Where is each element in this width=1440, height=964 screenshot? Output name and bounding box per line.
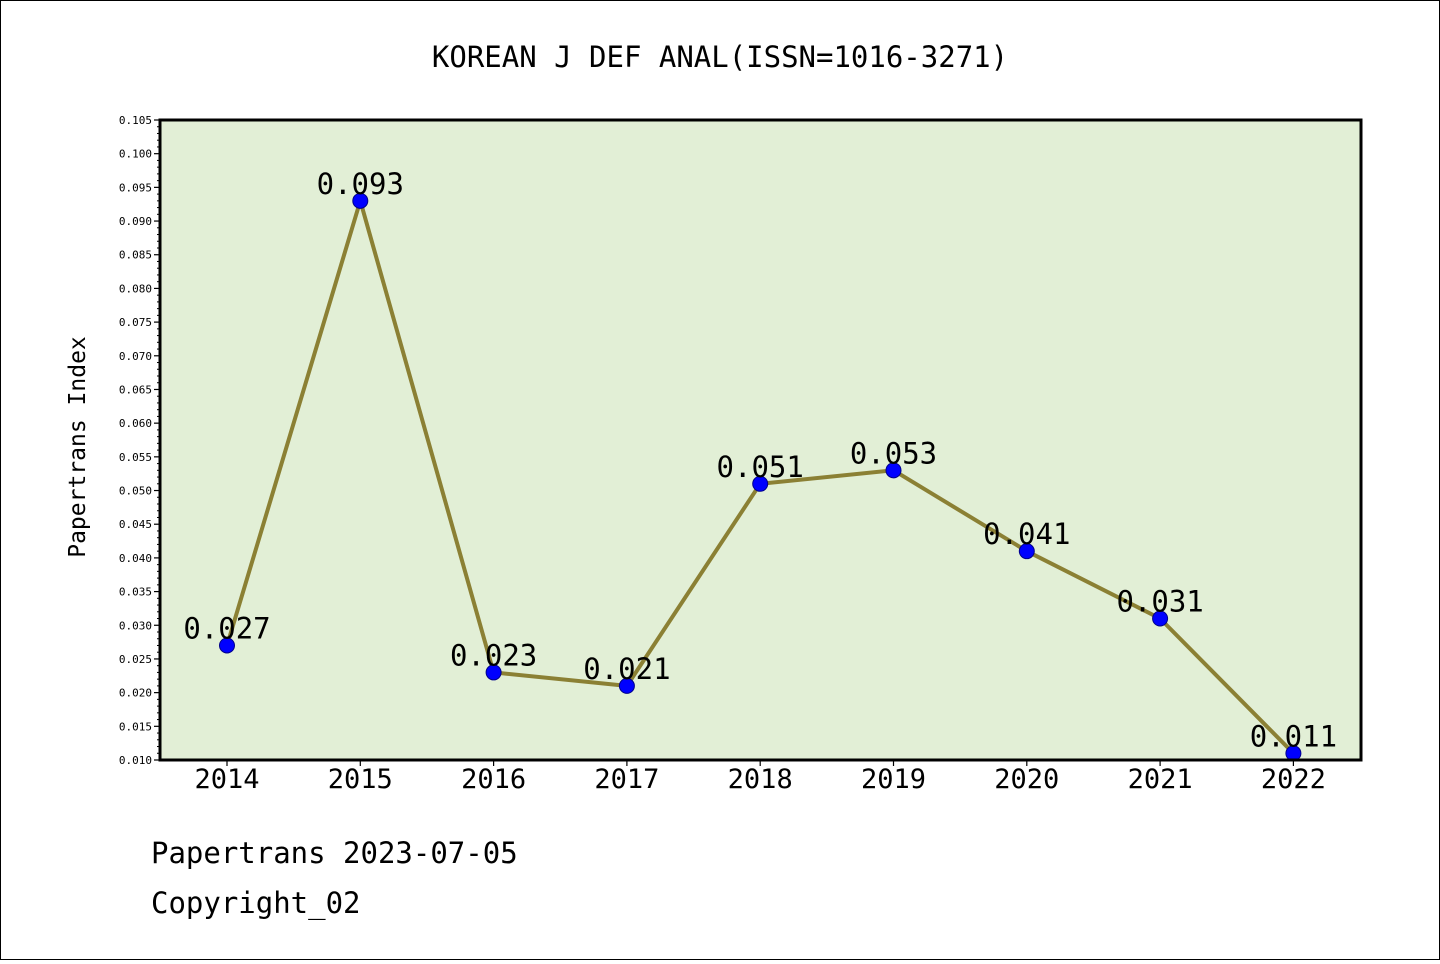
data-label: 0.021 <box>583 652 670 686</box>
y-tick-label: 0.010 <box>119 754 152 767</box>
y-tick-label: 0.095 <box>119 181 152 194</box>
x-axis-ticks: 2014 2015 2016 2017 2018 2019 2020 2021 2022 <box>194 760 1326 795</box>
data-point <box>219 637 235 654</box>
footer-copyright: Copyright_02 <box>151 886 361 920</box>
y-tick-label: 0.085 <box>119 249 152 262</box>
x-tick-label: 2016 <box>461 764 526 795</box>
series-layer: 0.027 0.093 0.023 0.021 0.051 0.053 0.041 0.031… <box>183 167 1337 762</box>
data-label: 0.041 <box>983 517 1070 551</box>
data-label: 0.031 <box>1116 585 1203 619</box>
y-tick-label: 0.050 <box>119 485 152 498</box>
y-tick-label: 0.045 <box>119 518 152 531</box>
y-tick-label: 0.090 <box>119 215 152 228</box>
plot-border <box>158 118 1363 762</box>
y-tick-label: 0.100 <box>119 148 152 161</box>
data-point <box>1018 543 1035 560</box>
y-tick-label: 0.055 <box>119 451 152 464</box>
plot-area <box>160 120 1361 760</box>
x-tick-label: 2015 <box>328 764 393 795</box>
data-label: 0.023 <box>450 638 537 672</box>
data-point <box>1152 610 1169 627</box>
y-tick-label: 0.025 <box>119 653 152 666</box>
data-label: 0.011 <box>1250 719 1337 753</box>
x-tick-label: 2021 <box>1128 764 1193 795</box>
y-tick-label: 0.105 <box>119 114 152 127</box>
data-point <box>885 462 902 479</box>
x-tick-label: 2017 <box>594 764 659 795</box>
data-label: 0.093 <box>317 167 404 201</box>
y-tick-label: 0.080 <box>119 282 152 295</box>
data-point <box>352 192 369 209</box>
y-tick-label: 0.060 <box>119 417 152 430</box>
data-point <box>752 475 769 492</box>
y-tick-label: 0.040 <box>119 552 152 565</box>
x-tick-label: 2018 <box>728 764 793 795</box>
data-label: 0.051 <box>717 450 804 484</box>
x-tick-label: 2019 <box>861 764 926 795</box>
y-tick-label: 0.065 <box>119 383 152 396</box>
x-tick-label: 2020 <box>994 764 1059 795</box>
y-tick-label: 0.020 <box>119 687 152 700</box>
footer-date: Papertrans 2023-07-05 <box>151 836 518 870</box>
y-tick-label: 0.030 <box>119 619 152 632</box>
x-tick-label: 2022 <box>1261 764 1326 795</box>
data-label: 0.053 <box>850 436 937 470</box>
y-tick-label: 0.035 <box>119 586 152 599</box>
data-label: 0.027 <box>183 611 270 645</box>
data-point <box>485 664 502 681</box>
y-axis-label: Papertrans Index <box>65 336 91 558</box>
y-axis-ticks: 0.010 0.015 0.020 0.025 0.030 0.035 0.040 0.045… <box>119 114 160 767</box>
chart-title: KOREAN J DEF ANAL(ISSN=1016-3271) <box>432 40 1008 74</box>
y-tick-label: 0.070 <box>119 350 152 363</box>
x-tick-label: 2014 <box>194 764 259 795</box>
data-point <box>618 677 635 694</box>
y-tick-label: 0.075 <box>119 316 152 329</box>
y-tick-label: 0.015 <box>119 720 152 733</box>
